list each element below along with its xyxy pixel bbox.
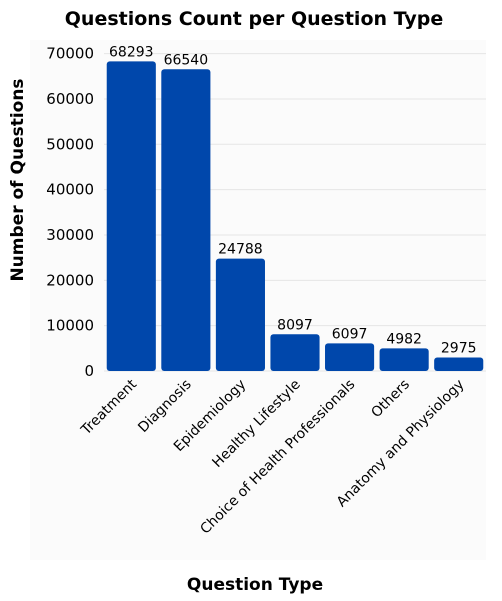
data-label: 6097 (332, 326, 368, 342)
bar-anatomy-and-physiology (434, 357, 484, 371)
data-label: 8097 (277, 317, 313, 333)
data-label: 4982 (386, 331, 422, 347)
chart-title: Questions Count per Question Type (65, 8, 443, 30)
data-label: 2975 (441, 341, 477, 357)
y-tick-label: 10000 (46, 317, 94, 335)
data-label: 24788 (218, 242, 263, 258)
bar-choice-of-health-professionals (325, 343, 375, 371)
x-axis-title: Question Type (187, 575, 323, 595)
bars (106, 61, 484, 371)
y-tick-label: 40000 (46, 181, 94, 199)
bar-healthy-lifestyle (270, 334, 320, 371)
y-tick-label: 50000 (46, 135, 94, 153)
y-tick-label: 20000 (46, 271, 94, 289)
y-tick-label: 30000 (46, 226, 94, 244)
bar-others (379, 348, 429, 371)
y-axis-title: Number of Questions (8, 78, 28, 281)
y-tick-label: 60000 (46, 90, 94, 108)
y-tick-label: 70000 (46, 45, 94, 63)
bar-epidemiology (215, 258, 265, 371)
bar-treatment (106, 61, 156, 371)
bar-diagnosis (161, 69, 211, 371)
data-label: 68293 (109, 44, 154, 60)
data-labels: 68293 66540 24788 8097 6097 4982 2975 (109, 44, 477, 356)
data-label: 66540 (164, 52, 209, 68)
y-axis-ticks: 0 10000 20000 30000 40000 50000 60000 70000 (46, 45, 94, 380)
y-tick-label: 0 (84, 362, 94, 380)
